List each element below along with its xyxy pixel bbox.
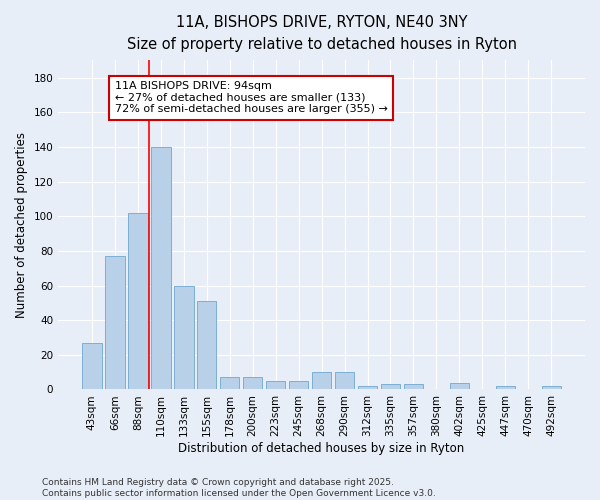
Bar: [335, 372, 355, 390]
Bar: [243, 378, 262, 390]
Bar: [289, 381, 308, 390]
Bar: [381, 384, 400, 390]
Bar: [449, 382, 469, 390]
Bar: [105, 256, 125, 390]
Bar: [197, 301, 217, 390]
Title: 11A, BISHOPS DRIVE, RYTON, NE40 3NY
Size of property relative to detached houses: 11A, BISHOPS DRIVE, RYTON, NE40 3NY Size…: [127, 15, 517, 52]
Bar: [542, 386, 561, 390]
Bar: [404, 384, 423, 390]
Text: 11A BISHOPS DRIVE: 94sqm
← 27% of detached houses are smaller (133)
72% of semi-: 11A BISHOPS DRIVE: 94sqm ← 27% of detach…: [115, 81, 388, 114]
Bar: [220, 378, 239, 390]
Bar: [312, 372, 331, 390]
X-axis label: Distribution of detached houses by size in Ryton: Distribution of detached houses by size …: [178, 442, 465, 455]
Bar: [128, 213, 148, 390]
Bar: [151, 147, 170, 390]
Bar: [82, 342, 101, 390]
Bar: [174, 286, 194, 390]
Bar: [358, 386, 377, 390]
Text: Contains HM Land Registry data © Crown copyright and database right 2025.
Contai: Contains HM Land Registry data © Crown c…: [42, 478, 436, 498]
Bar: [496, 386, 515, 390]
Y-axis label: Number of detached properties: Number of detached properties: [15, 132, 28, 318]
Bar: [266, 381, 286, 390]
